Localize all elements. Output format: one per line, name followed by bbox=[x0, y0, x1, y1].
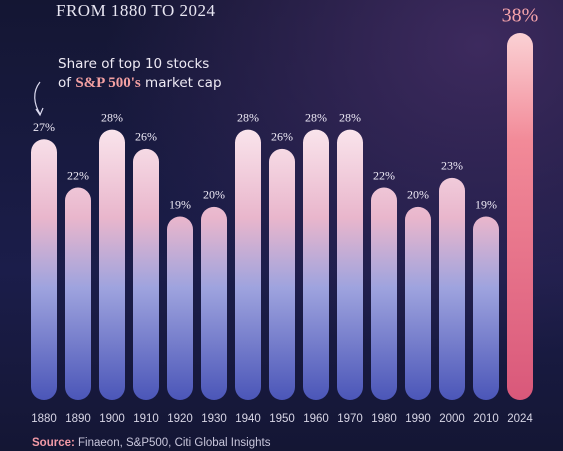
bar bbox=[201, 206, 227, 400]
x-tick-label: 1930 bbox=[201, 413, 227, 425]
value-label: 19% bbox=[169, 197, 191, 211]
value-label: 38% bbox=[502, 5, 539, 27]
bar bbox=[99, 129, 125, 400]
annotation-text: of bbox=[58, 75, 72, 91]
bar bbox=[31, 139, 57, 400]
bar bbox=[133, 148, 159, 400]
bar bbox=[269, 148, 295, 400]
x-tick-label: 1890 bbox=[65, 413, 91, 425]
bar bbox=[439, 177, 465, 400]
x-tick-label: 1920 bbox=[167, 413, 193, 425]
x-tick-label: 2010 bbox=[473, 413, 499, 425]
value-label: 22% bbox=[373, 168, 395, 182]
x-tick-label: 1910 bbox=[133, 413, 159, 425]
source: Source: Finaeon, S&P500, Citi Global Ins… bbox=[32, 437, 270, 449]
bar bbox=[65, 187, 91, 400]
bar bbox=[473, 216, 499, 400]
x-tick-label: 1900 bbox=[99, 413, 125, 425]
x-tick-label: 1990 bbox=[405, 413, 431, 425]
source-text: Finaeon, S&P500, Citi Global Insights bbox=[78, 437, 271, 449]
x-tick-label: 1940 bbox=[235, 413, 261, 425]
value-label: 20% bbox=[203, 188, 225, 202]
annotation-highlight: S&P 500's bbox=[75, 75, 141, 91]
bar bbox=[371, 187, 397, 400]
value-label: 28% bbox=[339, 110, 361, 124]
annotation: Share of top 10 stocks of S&P 500's mark… bbox=[58, 55, 222, 93]
value-label: 23% bbox=[441, 159, 463, 173]
bar bbox=[303, 129, 329, 400]
value-label: 28% bbox=[237, 110, 259, 124]
value-label: 19% bbox=[475, 197, 497, 211]
chart-title: FROM 1880 TO 2024 bbox=[56, 1, 216, 20]
value-label: 28% bbox=[305, 110, 327, 124]
value-label: 27% bbox=[33, 120, 55, 134]
bar bbox=[337, 129, 363, 400]
annotation-arrow bbox=[34, 81, 44, 117]
x-tick-label: 1950 bbox=[269, 413, 295, 425]
x-tick-label: 1970 bbox=[337, 413, 363, 425]
value-label: 28% bbox=[101, 110, 123, 124]
annotation-text: market cap bbox=[145, 75, 222, 91]
value-label: 22% bbox=[67, 168, 89, 182]
x-tick-label: 1880 bbox=[31, 413, 57, 425]
x-tick-label: 2000 bbox=[439, 413, 465, 425]
bar bbox=[235, 129, 261, 400]
value-label: 20% bbox=[407, 188, 429, 202]
source-label: Source: bbox=[32, 437, 75, 449]
bar bbox=[405, 206, 431, 400]
value-label: 26% bbox=[271, 130, 293, 144]
bar bbox=[507, 33, 533, 400]
annotation-line: of S&P 500's market cap bbox=[58, 74, 222, 93]
x-tick-label: 1980 bbox=[371, 413, 397, 425]
annotation-line: Share of top 10 stocks bbox=[58, 56, 210, 72]
bar bbox=[167, 216, 193, 400]
value-label: 26% bbox=[135, 130, 157, 144]
x-tick-label: 2024 bbox=[507, 413, 533, 425]
x-tick-label: 1960 bbox=[303, 413, 329, 425]
